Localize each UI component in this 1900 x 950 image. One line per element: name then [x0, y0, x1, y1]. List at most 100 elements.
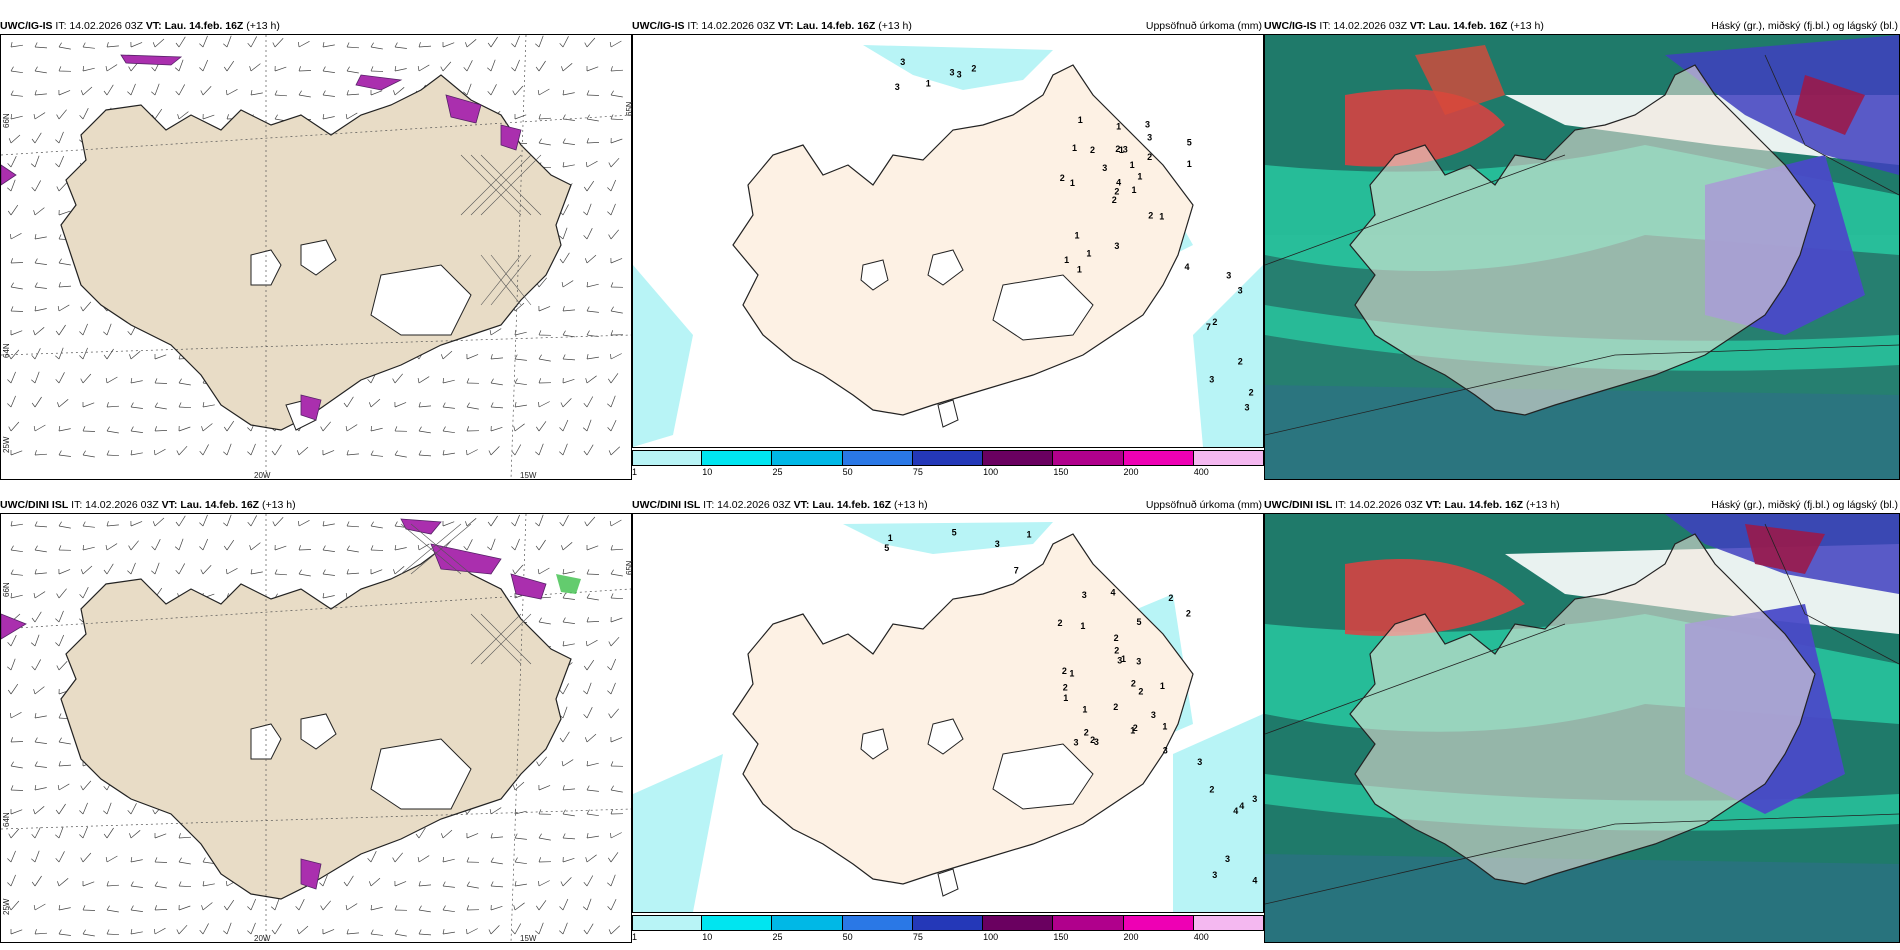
cloud-high-red — [1345, 559, 1525, 636]
vt-label: VT: — [793, 499, 810, 511]
precip-value-label: 3 — [1197, 757, 1202, 767]
wind-map[interactable] — [0, 34, 632, 480]
valid-time: Lau. 14.feb. 16Z — [793, 20, 879, 32]
precip-value-label: 3 — [957, 69, 962, 79]
colorbar-frame — [632, 915, 1264, 931]
precip-value-label: 1 — [926, 78, 931, 88]
glaciers — [860, 718, 1094, 897]
precip-value-label: 3 — [995, 539, 1000, 549]
precip-value-label: 1 — [1162, 722, 1167, 732]
lead-time: (+13 h) — [1510, 20, 1544, 32]
precip-value-label: 1 — [1063, 693, 1068, 703]
wind-panel-header: UWC/IG-IS IT: 14.02.2026 03Z VT: Lau. 14… — [0, 18, 280, 34]
precip-value-label: 2 — [1114, 186, 1119, 196]
valid-time: Lau. 14.feb. 16Z — [1441, 499, 1527, 511]
model-name: UWC/IG-IS — [1264, 20, 1317, 32]
cloud-panel-header: UWC/DINI ISL IT: 14.02.2026 03Z VT: Lau.… — [1264, 497, 1560, 513]
precip-value-label: 1 — [1075, 231, 1080, 241]
precip-value-label: 3 — [1147, 132, 1152, 142]
lat-label-25w: 25W — [2, 898, 11, 915]
init-time: IT: 14.02.2026 03Z — [700, 499, 794, 511]
wind-map-svg — [1, 514, 631, 942]
lead-time: (+13 h) — [894, 499, 928, 511]
precip-title: Uppsöfnuð úrkoma (mm) — [1145, 20, 1262, 32]
precip-value-label: 3 — [1136, 657, 1141, 667]
precip-value-label: 1 — [1064, 255, 1069, 265]
precip-panel-header: UWC/DINI ISL IT: 14.02.2026 03Z VT: Lau.… — [632, 497, 928, 513]
precip-value-label: 1 — [1027, 530, 1032, 540]
precip-value-label: 1 — [1086, 249, 1091, 259]
colorbar-segment — [1123, 915, 1194, 931]
valid-time: Lau. 14.feb. 16Z — [1425, 20, 1511, 32]
precip-value-label: 4 — [1185, 262, 1190, 272]
map-projection-lines — [1265, 54, 1899, 436]
precip-value-label: 2 — [1131, 678, 1136, 688]
precip-value-label: 2 — [1148, 211, 1153, 221]
cloud-map[interactable] — [1264, 34, 1900, 480]
lat-label-25w: 25W — [2, 436, 11, 453]
colorbar-segment — [772, 915, 843, 931]
precip-value-label: 3 — [1212, 870, 1217, 880]
init-time: IT: 14.02.2026 03Z — [1332, 499, 1426, 511]
init-time: IT: 14.02.2026 03Z — [684, 20, 778, 32]
vt-label: VT: — [145, 20, 162, 32]
precip-value-label: 1 — [1080, 621, 1085, 631]
wind-panel-header: UWC/DINI ISL IT: 14.02.2026 03Z VT: Lau.… — [0, 497, 296, 513]
colorbar-tick: 10 — [702, 932, 713, 942]
colorbar-tick: 1 — [632, 467, 638, 477]
precip-value-label: 1 — [1132, 185, 1137, 195]
colorbar-segment — [842, 450, 913, 466]
vt-label: VT: — [161, 499, 178, 511]
glaciers — [860, 249, 1094, 428]
precip-colorbar: 1 10 25 50 75 100 150 200 400 — [632, 450, 1264, 478]
precip-value-label: 1 — [1082, 705, 1087, 715]
precip-value-label: 2 — [1063, 682, 1068, 692]
precip-value-label: 4 — [1116, 177, 1121, 187]
init-time: IT: 14.02.2026 03Z — [1316, 20, 1410, 32]
glaciers — [250, 713, 472, 810]
colorbar-tick: 200 — [1123, 932, 1139, 942]
precip-value-label: 4 — [1252, 875, 1257, 885]
wind-map[interactable] — [0, 513, 632, 943]
precip-value-label: 2 — [1084, 728, 1089, 738]
precip-value-label: 2 — [1138, 686, 1143, 696]
colorbar-segment — [912, 915, 984, 931]
init-time: IT: 14.02.2026 03Z — [68, 499, 162, 511]
model-name: UWC/IG-IS — [0, 20, 53, 32]
precip-value-label: 3 — [1209, 374, 1214, 384]
colorbar-tick: 150 — [1053, 932, 1069, 942]
precip-value-label: 2 — [1186, 609, 1191, 619]
precip-value-label: 2 — [1112, 195, 1117, 205]
precip-value-label: 2 — [971, 63, 976, 73]
precip-value-label: 1 — [1160, 681, 1165, 691]
precip-value-label: 2 — [1114, 633, 1119, 643]
colorbar-tick: 50 — [842, 467, 853, 477]
valid-time: Lau. 14.feb. 16Z — [809, 499, 895, 511]
precip-value-label: 1 — [1070, 178, 1075, 188]
precip-value-label: 2 — [1060, 173, 1065, 183]
lon-label-20w: 20W — [254, 934, 271, 943]
lon-label-15w: 15W — [520, 471, 537, 480]
precip-value-label: 3 — [1252, 794, 1257, 804]
cloud-panel-row2: UWC/DINI ISL IT: 14.02.2026 03Z VT: Lau.… — [1264, 497, 1900, 943]
precip-value-label: 3 — [900, 57, 905, 67]
cloud-high-red — [1345, 89, 1505, 167]
precip-map-svg: 3333213331141522121131111111221234233322… — [633, 35, 1263, 447]
precip-value-label: 4 — [1239, 801, 1244, 811]
colorbar-segment — [983, 450, 1054, 466]
hatching — [400, 523, 532, 665]
colorbar-tick: 100 — [983, 932, 999, 942]
precip-value-label: 3 — [950, 67, 955, 77]
wind-map-svg — [1, 35, 631, 479]
iceland-outline — [1349, 64, 1816, 416]
cloud-map[interactable] — [1264, 513, 1900, 943]
colorbar-tick: 150 — [1053, 467, 1069, 477]
precip-value-label: 4 — [1111, 587, 1116, 597]
colorbar-tick: 25 — [772, 467, 783, 477]
precip-value-label: 2 — [1249, 388, 1254, 398]
precip-value-label: 2 — [1114, 646, 1119, 656]
cloud-map-svg — [1265, 35, 1899, 479]
